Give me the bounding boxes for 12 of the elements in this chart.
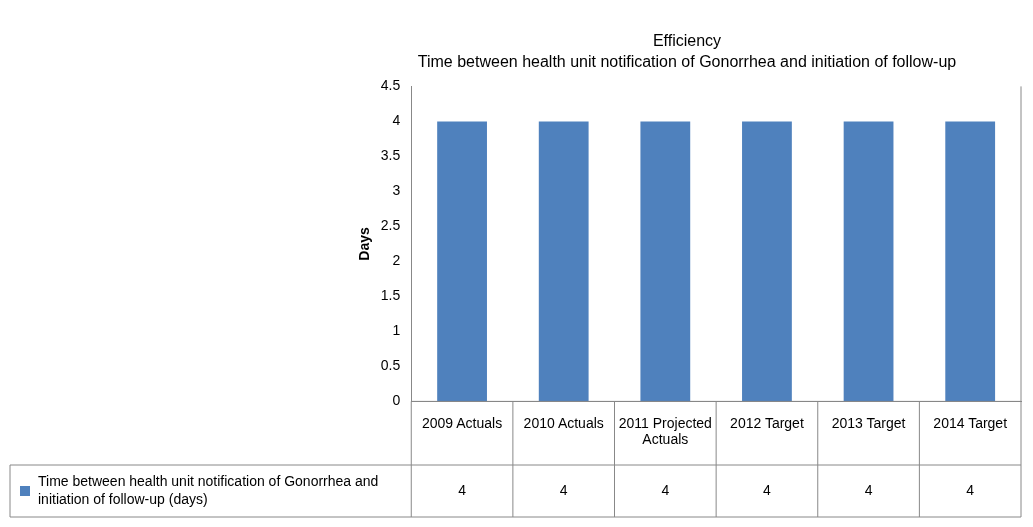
y-tick-label: 2 <box>392 252 401 269</box>
y-tick-label: 3 <box>392 182 401 199</box>
y-tick-label: 4.5 <box>380 77 401 94</box>
y-tick-label: 3.5 <box>380 147 401 164</box>
chart-subtitle: Time between health unit notification of Gonorrhea and initiation of follow-up <box>417 53 957 71</box>
y-tick-label: 2.5 <box>380 217 401 234</box>
chart-title: Efficiency <box>652 32 722 50</box>
y-tick-label: 0.5 <box>380 357 401 374</box>
y-tick-label: 1 <box>392 322 401 339</box>
y-axis-title: Days <box>356 226 373 261</box>
y-tick-label: 4 <box>392 112 401 129</box>
y-tick-label: 1.5 <box>380 287 401 304</box>
